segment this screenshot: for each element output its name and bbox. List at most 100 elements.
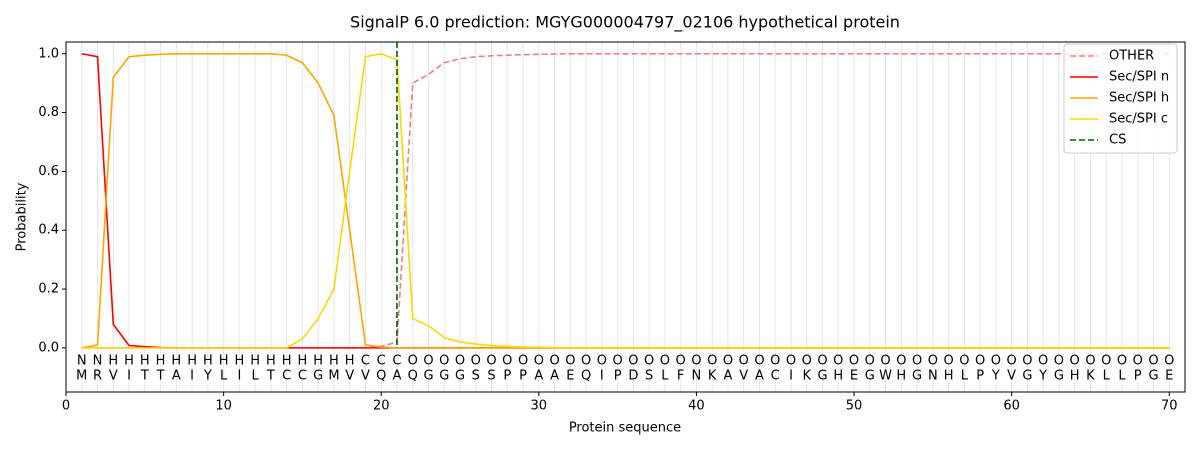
residue-label: H — [266, 354, 276, 369]
residue-label: O — [1133, 354, 1143, 369]
residue-label: O — [439, 354, 449, 369]
x-tick-label: 0 — [62, 399, 70, 414]
residue-label: O — [817, 354, 827, 369]
residue-label: O — [691, 354, 701, 369]
residue-label: O — [408, 354, 418, 369]
residue-label: H — [219, 354, 229, 369]
residue-label: O — [770, 354, 780, 369]
residue-label: H — [250, 354, 260, 369]
residue: Q — [376, 369, 386, 384]
residue: G — [1054, 369, 1064, 384]
legend-label: Sec/SPI n — [1109, 70, 1169, 85]
residue-label: H — [187, 354, 197, 369]
x-tick-label: 10 — [215, 399, 232, 414]
residue: V — [109, 369, 118, 384]
residue-label: O — [723, 354, 733, 369]
legend-label: Sec/SPI c — [1109, 112, 1168, 127]
residue-label: O — [423, 354, 433, 369]
residue-label: O — [1085, 354, 1095, 369]
residue: A — [550, 369, 559, 384]
residue-label: H — [234, 354, 244, 369]
residue: A — [172, 369, 181, 384]
residue-label: O — [786, 354, 796, 369]
residue: N — [928, 369, 938, 384]
residue: S — [645, 369, 653, 384]
residue: A — [723, 369, 732, 384]
x-tick-label: 70 — [1161, 399, 1178, 414]
residue-label: O — [581, 354, 591, 369]
residue: Y — [1038, 369, 1047, 384]
residue: T — [140, 369, 149, 384]
residue: H — [896, 369, 906, 384]
plot-frame — [65, 41, 1186, 393]
residue-label: O — [502, 354, 512, 369]
residue-label: C — [361, 354, 370, 369]
residue-label: H — [140, 354, 150, 369]
residue: G — [1022, 369, 1032, 384]
residue-label: O — [896, 354, 906, 369]
residue-label: O — [1117, 354, 1127, 369]
residue: G — [912, 369, 922, 384]
residue: Y — [991, 369, 1000, 384]
residue: Y — [203, 369, 212, 384]
residue-label: O — [660, 354, 670, 369]
residue-label: H — [345, 354, 355, 369]
residue-label: C — [392, 354, 401, 369]
residue-label: O — [991, 354, 1001, 369]
residue-label: H — [124, 354, 134, 369]
residue: E — [566, 369, 574, 384]
x-tick-label: 40 — [688, 399, 705, 414]
residue: V — [739, 369, 748, 384]
residue-label: O — [597, 354, 607, 369]
residue-label: O — [975, 354, 985, 369]
residue: I — [237, 369, 241, 384]
residue: M — [328, 369, 339, 384]
legend: OTHER Sec/SPI n Sec/SPI h Sec/SPI c CS — [1063, 43, 1178, 154]
residue: H — [833, 369, 843, 384]
residue: W — [879, 369, 892, 384]
x-axis-label: Protein sequence — [569, 421, 681, 436]
residue: C — [298, 369, 307, 384]
y-tick-label: 0.0 — [38, 340, 59, 355]
residue-label: O — [928, 354, 938, 369]
residue-label: O — [565, 354, 575, 369]
residue-label: O — [518, 354, 528, 369]
residue-label: O — [1101, 354, 1111, 369]
residue-label: O — [1054, 354, 1064, 369]
residue: P — [519, 369, 527, 384]
residue-label: H — [156, 354, 166, 369]
residue: G — [439, 369, 449, 384]
residue-label: O — [1038, 354, 1048, 369]
residue: E — [850, 369, 858, 384]
y-tick-label: 0.8 — [38, 105, 59, 120]
residue-label: O — [1022, 354, 1032, 369]
residue: V — [1007, 369, 1016, 384]
residue: P — [976, 369, 984, 384]
residue-label: O — [676, 354, 686, 369]
residue-label: O — [549, 354, 559, 369]
residue-label: H — [282, 354, 292, 369]
residue: F — [677, 369, 684, 384]
residue: S — [472, 369, 480, 384]
residue: Q — [408, 369, 418, 384]
residue-label: O — [754, 354, 764, 369]
residue: L — [1118, 369, 1126, 384]
residue: E — [1165, 369, 1173, 384]
residue: G — [455, 369, 465, 384]
residue: S — [487, 369, 495, 384]
y-tick-label: 1.0 — [38, 46, 59, 61]
residue: V — [361, 369, 370, 384]
legend-label: OTHER — [1109, 49, 1154, 64]
legend-label: CS — [1109, 133, 1126, 148]
residue: C — [771, 369, 780, 384]
residue: P — [614, 369, 622, 384]
residue-label: O — [1148, 354, 1158, 369]
residue: D — [628, 369, 638, 384]
residue-label: O — [959, 354, 969, 369]
residue: G — [313, 369, 323, 384]
residue-label: O — [707, 354, 717, 369]
y-tick-label: 0.6 — [38, 164, 59, 179]
residue-label: O — [1007, 354, 1017, 369]
x-tick-label: 20 — [373, 399, 390, 414]
